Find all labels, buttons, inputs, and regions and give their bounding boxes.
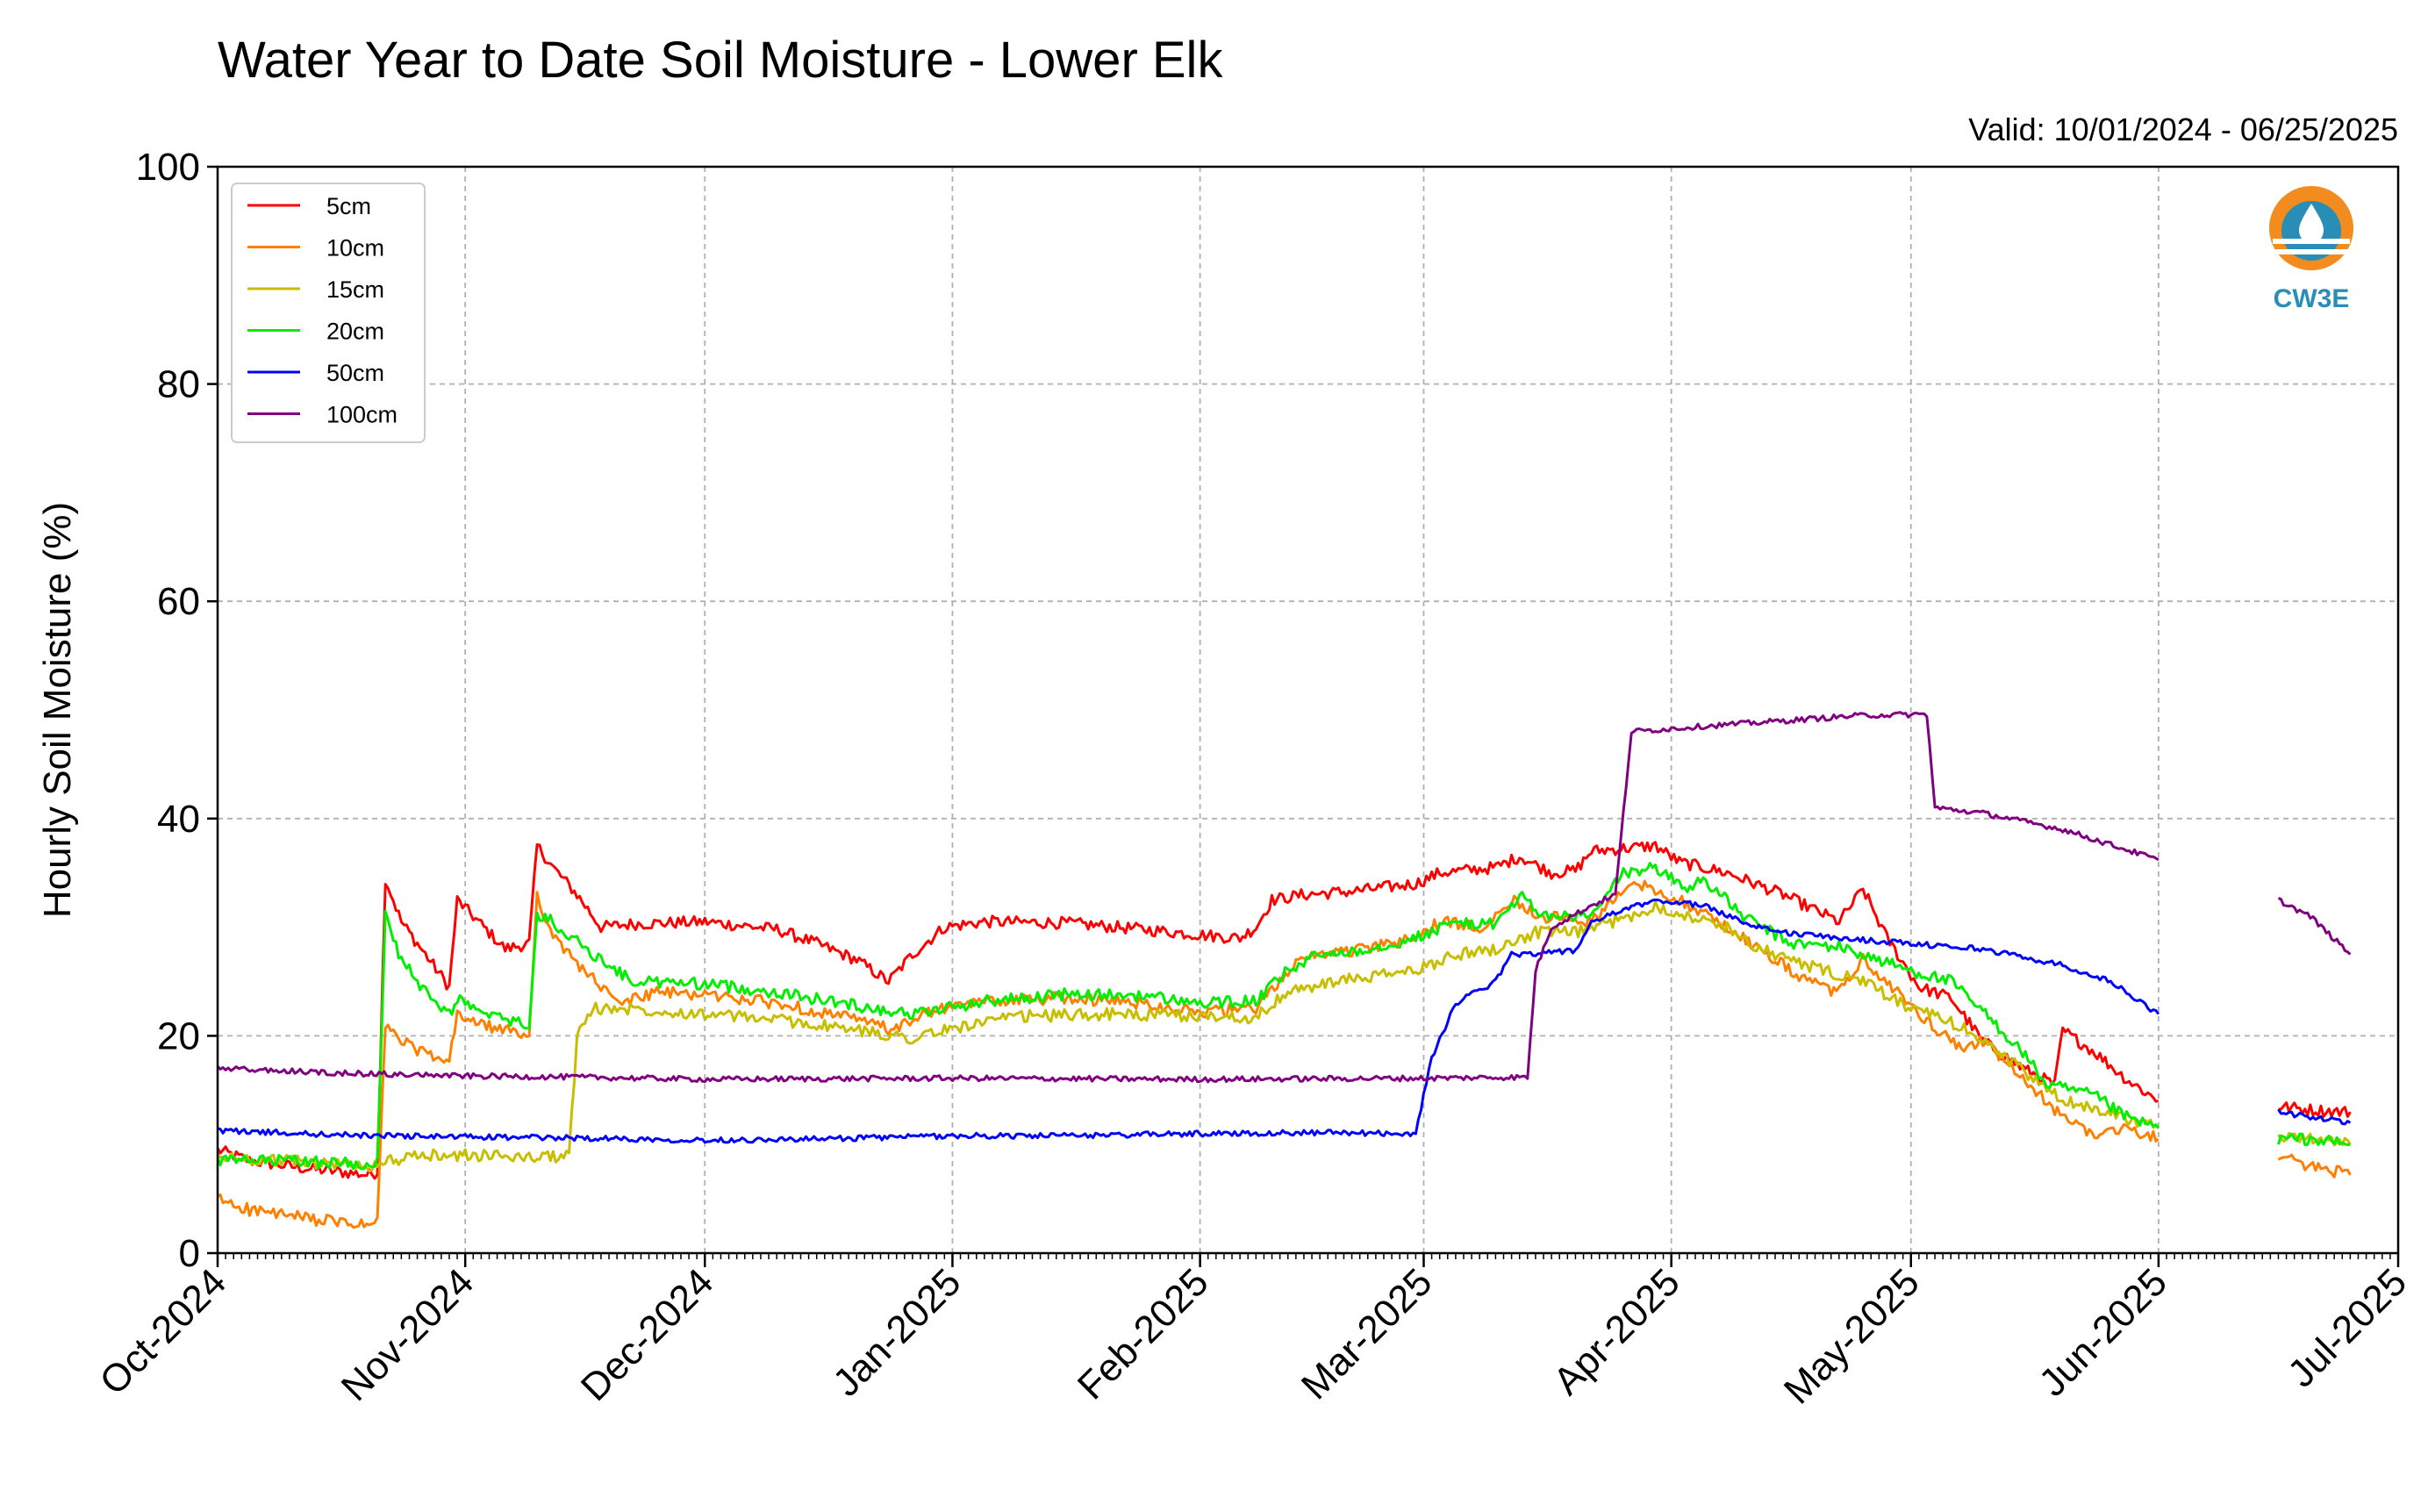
valid-date-range: Valid: 10/01/2024 - 06/25/2025 xyxy=(1968,111,2398,147)
series-line-50cm xyxy=(2277,1108,2352,1126)
y-tick-label: 20 xyxy=(157,1014,200,1057)
series-line-50cm xyxy=(217,898,2160,1144)
logo-text: CW3E xyxy=(2274,284,2350,313)
legend-label-100cm: 100cm xyxy=(326,402,398,428)
series-line-100cm xyxy=(216,711,2159,1084)
chart-title: Water Year to Date Soil Moisture - Lower… xyxy=(218,32,1223,89)
series-line-20cm xyxy=(2277,1132,2351,1147)
y-tick-label: 40 xyxy=(157,798,200,841)
y-tick-label: 80 xyxy=(157,363,200,406)
series-line-15cm xyxy=(216,899,2159,1172)
series-line-10cm xyxy=(2277,1153,2352,1179)
series-line-20cm xyxy=(216,862,2160,1171)
legend-label-50cm: 50cm xyxy=(326,360,384,386)
series-line-100cm xyxy=(2277,897,2352,956)
y-tick-label: 100 xyxy=(136,146,200,189)
cw3e-logo: CW3E xyxy=(2269,186,2353,313)
legend-label-5cm: 5cm xyxy=(326,193,371,219)
logo-water-drop-icon xyxy=(2299,204,2324,243)
y-tick-label: 60 xyxy=(157,580,200,623)
legend: 5cm 10cm 15cm 20cm 50cm 100cm xyxy=(231,183,426,443)
plot-frame xyxy=(216,165,2400,1255)
series-line-5cm xyxy=(216,841,2159,1180)
series-line-5cm xyxy=(2278,1101,2352,1118)
grid-lines xyxy=(218,167,2398,1253)
series-line-10cm xyxy=(217,879,2159,1229)
legend-label-15cm: 15cm xyxy=(326,276,384,303)
series-lines xyxy=(216,711,2352,1229)
y-axis-label: Hourly Soil Moisture (%) xyxy=(36,502,79,918)
legend-label-10cm: 10cm xyxy=(326,235,384,262)
logo-wave-2 xyxy=(2273,249,2350,254)
legend-label-20cm: 20cm xyxy=(326,319,384,345)
y-tick-label: 0 xyxy=(179,1232,200,1275)
